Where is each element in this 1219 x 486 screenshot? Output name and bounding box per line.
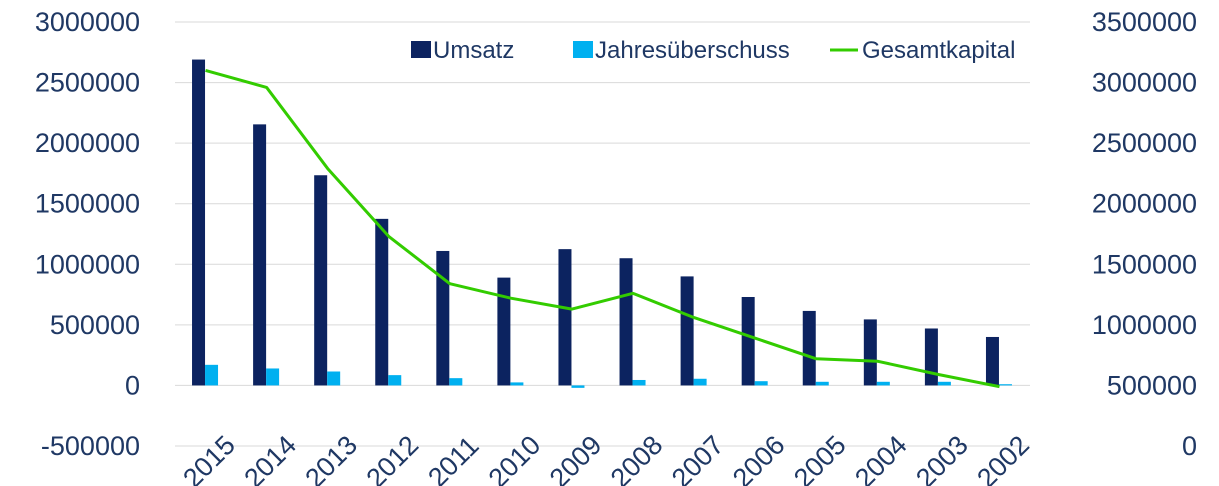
x-tick-label: 2014 (238, 430, 302, 486)
x-tick-label: 2009 (544, 430, 608, 486)
bar-umsatz (314, 175, 328, 386)
bar-jahres-berschuss (632, 379, 646, 386)
y-left-tick-label: 3000000 (35, 7, 140, 37)
x-tick-label: 2007 (666, 430, 730, 486)
x-tick-label: 2008 (605, 430, 669, 486)
x-tick-label: 2010 (483, 430, 547, 486)
legend-swatch (411, 41, 431, 58)
bar-jahres-berschuss (815, 381, 829, 386)
bar-jahres-berschuss (754, 381, 768, 386)
x-tick-label: 2012 (361, 430, 425, 486)
y-left-tick-label: 1000000 (35, 249, 140, 279)
x-tick-label: 2015 (177, 430, 241, 486)
y-left-tick-label: 1500000 (35, 189, 140, 219)
y-right-tick-label: 3000000 (1092, 68, 1197, 98)
y-right-tick-label: 0 (1182, 431, 1197, 461)
bar-umsatz (375, 218, 389, 386)
y-right-tick-label: 1000000 (1092, 310, 1197, 340)
bar-umsatz (985, 336, 999, 386)
y-left-tick-label: -500000 (41, 431, 140, 461)
x-tick-label: 2006 (727, 430, 791, 486)
bar-umsatz (253, 124, 267, 386)
bar-jahres-berschuss (449, 378, 463, 386)
x-tick-label: 2004 (849, 430, 913, 486)
y-right-tick-label: 500000 (1107, 370, 1197, 400)
bar-umsatz (436, 250, 450, 386)
bar-umsatz (924, 328, 938, 386)
bar-jahres-berschuss (937, 381, 951, 386)
bar-jahres-berschuss (327, 371, 341, 386)
line-gesamtkapital (205, 69, 1000, 389)
bar-umsatz (558, 249, 572, 386)
x-tick-label: 2013 (299, 430, 363, 486)
bar-jahres-berschuss (998, 384, 1012, 386)
legend-label: Umsatz (433, 37, 514, 64)
y-left-tick-label: 0 (125, 370, 140, 400)
bar-umsatz (741, 296, 755, 386)
x-tick-label: 2011 (422, 431, 484, 486)
legend-label: Gesamtkapital (862, 37, 1015, 64)
y-right-tick-label: 1500000 (1092, 249, 1197, 279)
bar-jahres-berschuss (388, 375, 402, 386)
bar-jahres-berschuss (266, 368, 280, 386)
x-tick-label: 2002 (971, 430, 1035, 486)
bar-umsatz (863, 319, 877, 386)
y-left-tick-label: 2000000 (35, 128, 140, 158)
bar-umsatz (192, 59, 206, 386)
bar-jahres-berschuss (571, 385, 585, 388)
bar-umsatz (497, 277, 511, 386)
bar-jahres-berschuss (205, 364, 219, 386)
legend-label: Jahresüberschuss (595, 37, 790, 64)
x-tick-label: 2003 (910, 430, 974, 486)
bar-jahres-berschuss (510, 382, 524, 386)
legend-swatch (573, 41, 593, 58)
y-right-tick-label: 2000000 (1092, 189, 1197, 219)
y-left-tick-label: 500000 (50, 310, 140, 340)
y-right-tick-label: 2500000 (1092, 128, 1197, 158)
bar-jahres-berschuss (693, 378, 707, 386)
bar-umsatz (680, 276, 694, 386)
bar-jahres-berschuss (876, 381, 890, 386)
bar-umsatz (802, 310, 816, 386)
x-tick-label: 2005 (788, 430, 852, 486)
y-left-tick-label: 2500000 (35, 68, 140, 98)
y-right-tick-label: 3500000 (1092, 7, 1197, 37)
bar-umsatz (619, 258, 633, 386)
